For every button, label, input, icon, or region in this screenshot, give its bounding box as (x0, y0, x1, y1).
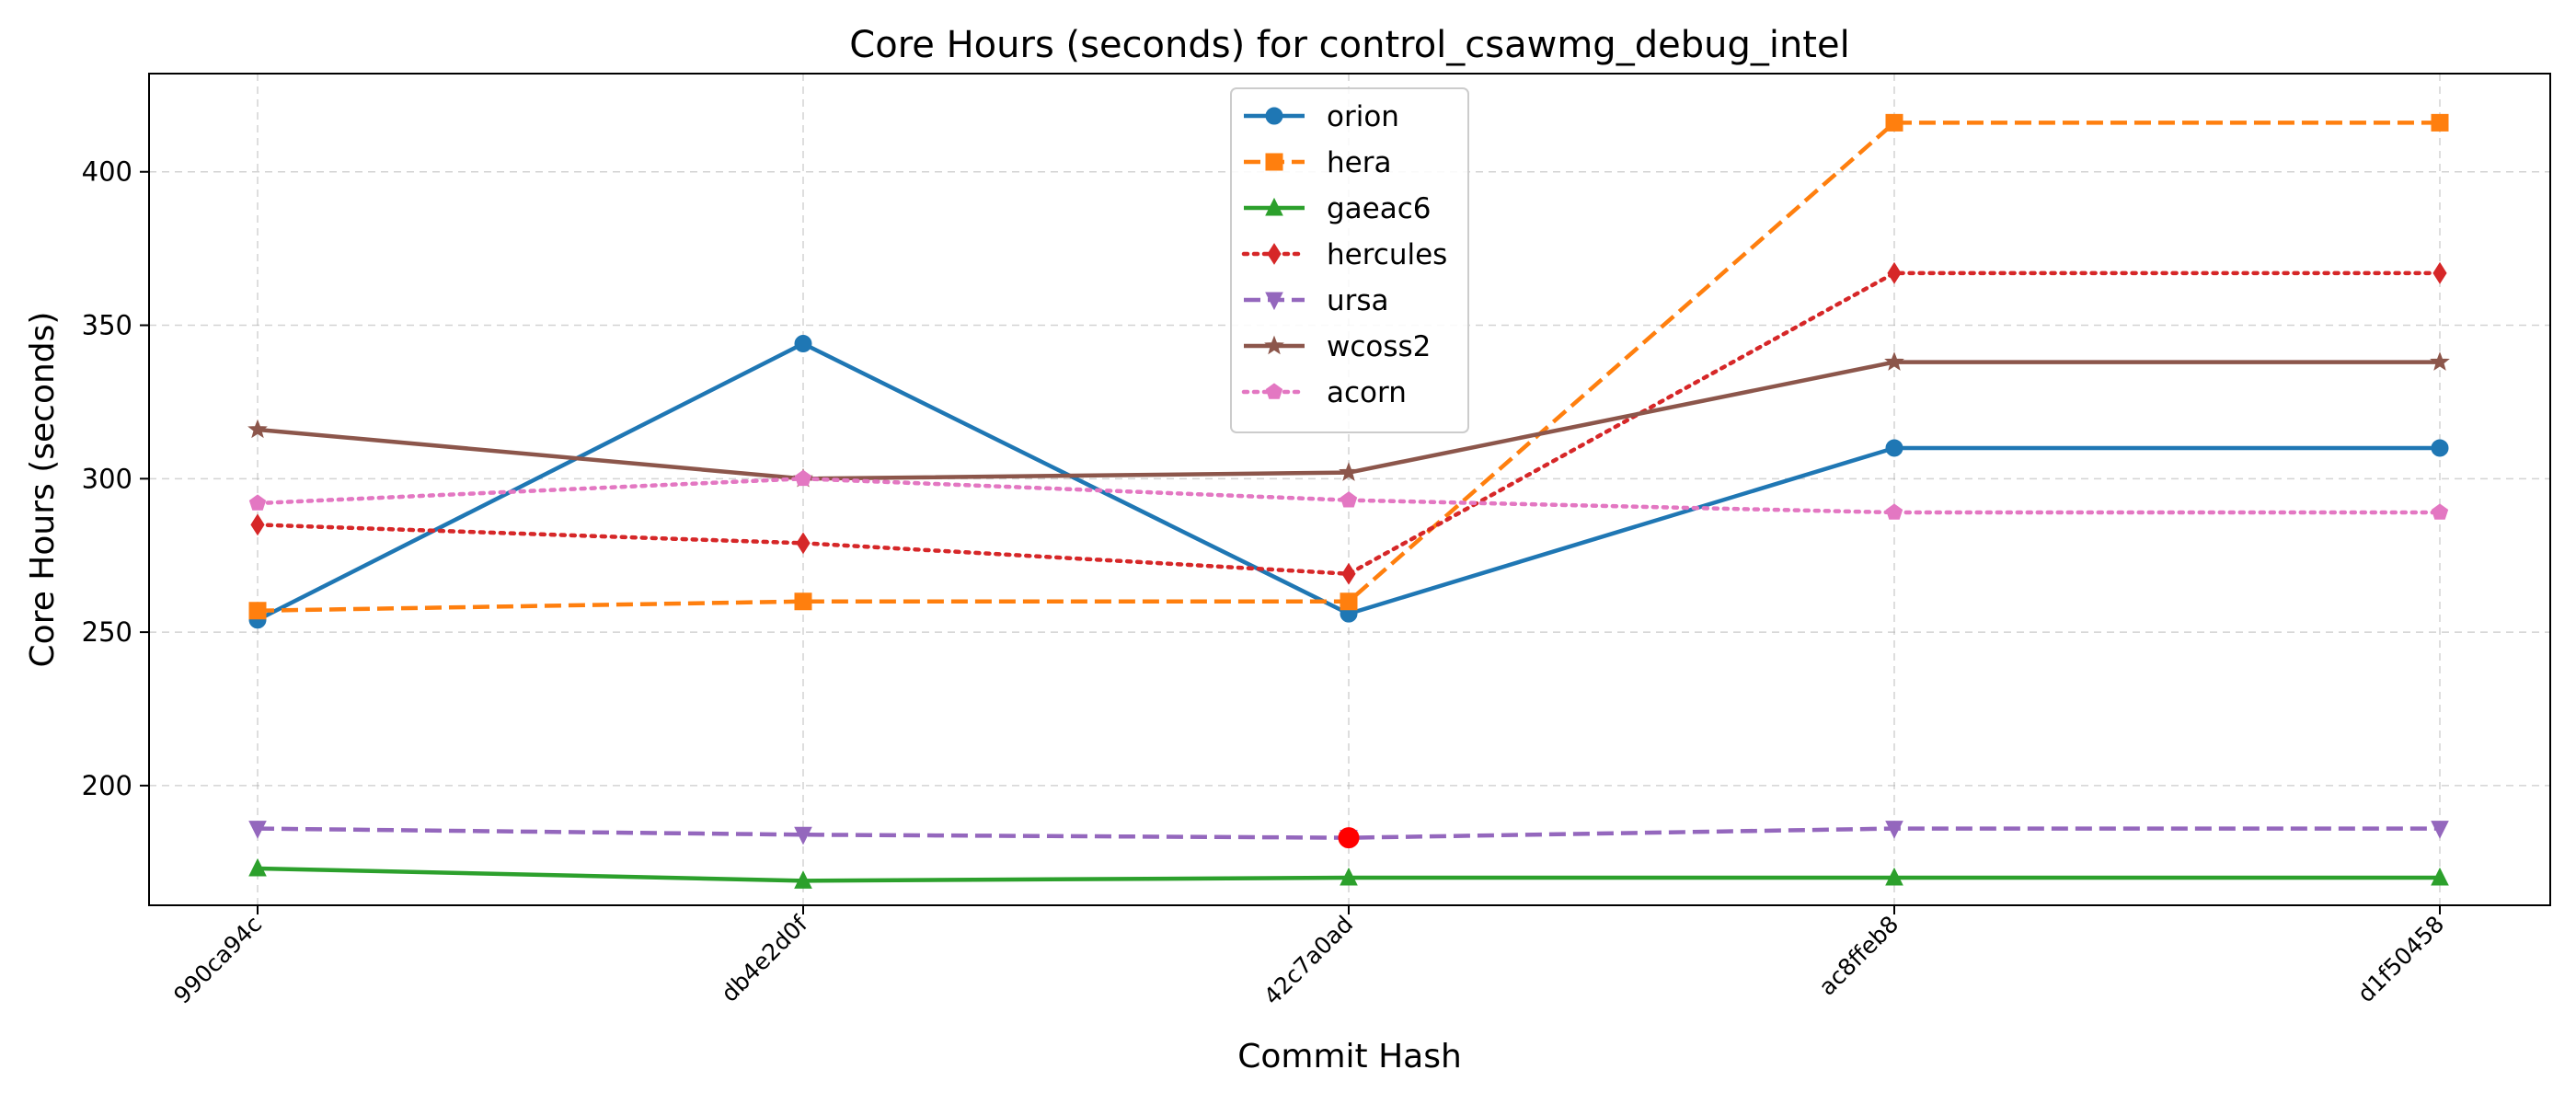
legend-marker (1265, 383, 1283, 399)
data-point-gaeac6 (794, 870, 812, 889)
legend-label: orion (1327, 100, 1399, 133)
series-layer (247, 113, 2450, 889)
legend-item-hera: hera (1244, 146, 1391, 179)
legend-label: hera (1327, 146, 1391, 179)
data-point-ursa (1885, 821, 1903, 839)
data-point-acorn (2431, 503, 2449, 520)
legend-marker (1264, 335, 1284, 355)
legend-label: ursa (1327, 284, 1389, 317)
data-point-gaeac6 (1340, 867, 1358, 886)
legend-label: wcoss2 (1327, 330, 1431, 363)
data-point-ursa (248, 821, 267, 839)
data-point-hera (1885, 113, 1903, 132)
highlight-point (1338, 827, 1360, 849)
data-point-orion (794, 335, 812, 353)
legend-marker (1265, 292, 1283, 311)
data-point-hera (794, 592, 812, 611)
data-point-wcoss2 (247, 419, 268, 439)
legend: orion hera gaeac6 hercules ursa wcoss2 acorn (1230, 87, 1469, 433)
data-point-hercules (796, 532, 811, 555)
highlight-layer (1338, 827, 1360, 849)
y-axis-label: Core Hours (seconds) (24, 312, 62, 668)
series-hera (248, 113, 2449, 620)
chart-title: Core Hours (seconds) for control_csawmg_… (849, 24, 1849, 66)
y-tick-label: 300 (82, 463, 132, 494)
data-point-acorn (1885, 503, 1903, 520)
data-point-hercules (1887, 261, 1902, 284)
data-point-gaeac6 (2431, 867, 2449, 886)
data-point-ursa (794, 826, 812, 845)
legend-item-gaeac6: gaeac6 (1244, 192, 1432, 225)
series-acorn (248, 469, 2449, 520)
legend-label: gaeac6 (1327, 192, 1432, 225)
data-point-hercules (2432, 261, 2447, 284)
legend-item-ursa: ursa (1244, 284, 1389, 317)
data-point-orion (1885, 439, 1903, 457)
data-point-wcoss2 (2430, 351, 2450, 371)
data-point-gaeac6 (248, 857, 267, 877)
legend-marker (1267, 243, 1282, 265)
legend-item-hercules: hercules (1241, 238, 1447, 271)
data-point-hera (1340, 592, 1358, 611)
y-tick-label: 200 (82, 770, 132, 801)
data-point-orion (2431, 439, 2449, 457)
y-tick-label: 250 (82, 616, 132, 648)
series-gaeac6 (248, 857, 2449, 889)
data-point-gaeac6 (1885, 867, 1903, 886)
x-axis-label: Commit Hash (1237, 1038, 1462, 1075)
legend-marker (1265, 197, 1283, 216)
legend-item-orion: orion (1244, 100, 1399, 133)
data-point-hercules (250, 513, 265, 536)
data-point-acorn (794, 469, 812, 487)
legend-marker (1265, 107, 1283, 125)
legend-item-acorn: acorn (1241, 376, 1407, 409)
data-point-acorn (1340, 491, 1358, 508)
y-tick-label: 400 (82, 156, 132, 188)
data-point-hera (2431, 113, 2449, 132)
legend-item-wcoss2: wcoss2 (1244, 330, 1431, 363)
y-tick-label: 350 (82, 310, 132, 341)
series-hercules (250, 261, 2447, 585)
data-point-acorn (248, 494, 267, 511)
data-point-wcoss2 (1339, 462, 1359, 481)
legend-label: hercules (1327, 238, 1447, 271)
legend-marker (1265, 153, 1283, 171)
data-point-hercules (1341, 562, 1356, 585)
legend-label: acorn (1327, 376, 1407, 409)
data-point-wcoss2 (1884, 351, 1904, 371)
data-point-ursa (2431, 821, 2449, 839)
data-point-hera (248, 602, 267, 620)
grid-layer (149, 74, 2550, 905)
